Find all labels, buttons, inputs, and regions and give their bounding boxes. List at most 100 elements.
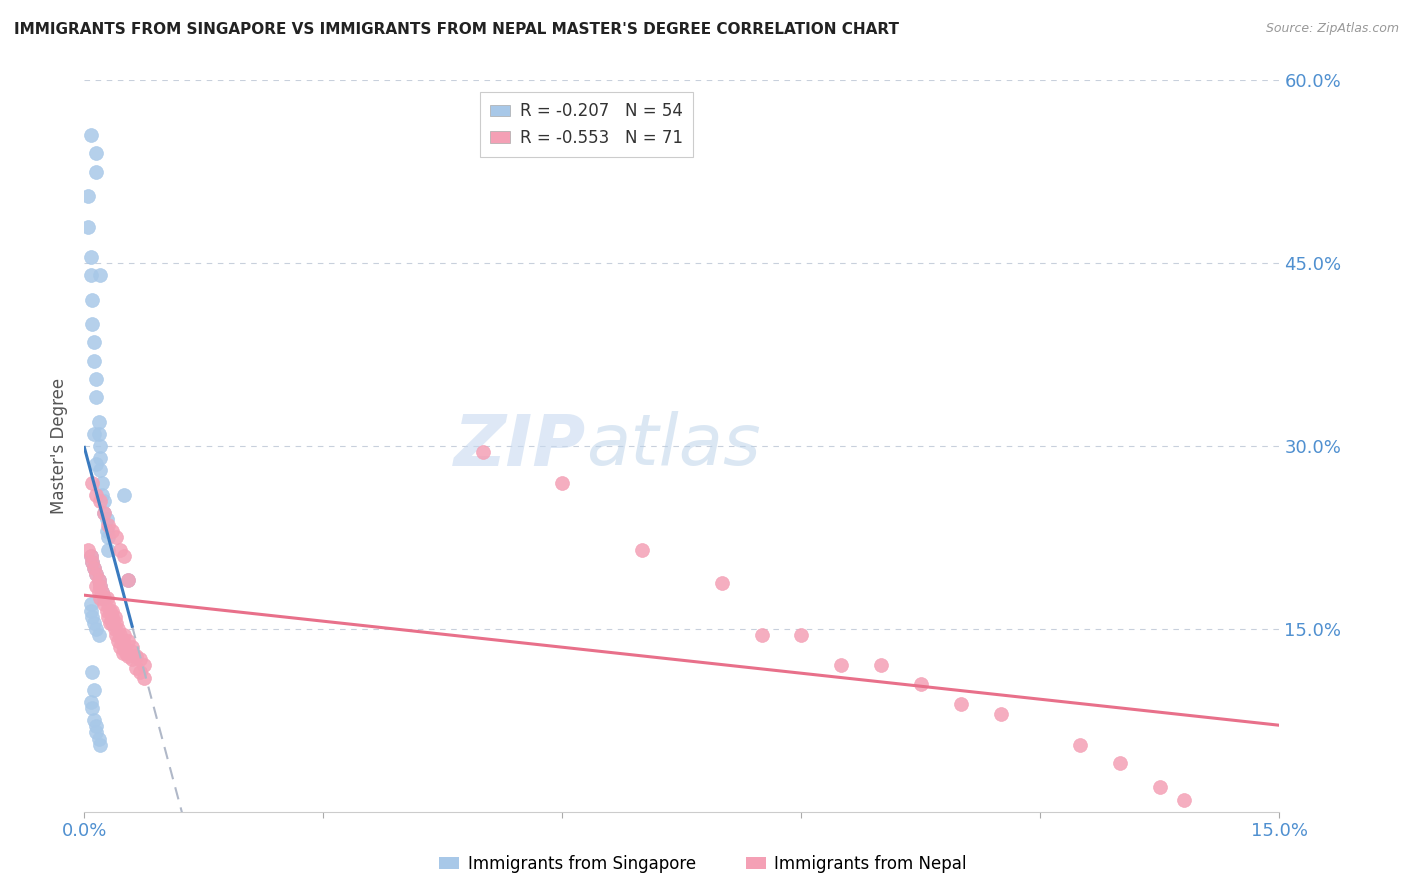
Point (87, 426, 110, 441)
Point (80, 250, 103, 264)
Point (83, 561, 105, 575)
Point (101, 524, 124, 539)
Point (82, 701, 104, 715)
Point (1109, 756, 1132, 770)
Point (551, 475, 574, 490)
Point (77, 542, 100, 557)
Point (120, 644, 142, 658)
Point (82, 609, 104, 624)
Point (97, 530, 120, 544)
Point (98, 603, 121, 617)
Point (83, 682, 105, 697)
Point (97, 518, 120, 533)
Legend: Immigrants from Singapore, Immigrants from Nepal: Immigrants from Singapore, Immigrants fr… (433, 848, 973, 880)
Point (132, 671, 156, 685)
Point (86, 622, 108, 636)
Point (93, 591, 115, 606)
Point (82, 475, 104, 490)
Point (751, 628, 773, 642)
Point (96, 591, 118, 606)
Y-axis label: Master's Degree: Master's Degree (51, 378, 69, 514)
Legend: R = -0.207   N = 54, R = -0.553   N = 71: R = -0.207 N = 54, R = -0.553 N = 71 (479, 92, 693, 157)
Text: atlas: atlas (586, 411, 761, 481)
Point (107, 622, 129, 636)
Point (104, 622, 127, 636)
Point (80, 128, 103, 143)
Point (870, 658, 893, 673)
Point (949, 698, 972, 712)
Point (93, 598, 115, 612)
Point (90, 488, 112, 502)
Point (96, 512, 118, 526)
Point (80, 268, 103, 283)
Point (132, 658, 156, 673)
Point (86, 719, 108, 733)
Point (129, 665, 152, 679)
Point (82, 555, 104, 569)
Point (105, 628, 128, 642)
Point (790, 628, 813, 642)
Point (87, 573, 110, 587)
Point (86, 390, 108, 404)
Point (93, 506, 115, 520)
Point (86, 579, 108, 593)
Point (86, 164, 108, 178)
Point (101, 603, 124, 617)
Point (86, 146, 108, 161)
Point (98, 615, 121, 630)
Point (112, 488, 135, 502)
Point (125, 661, 148, 675)
Point (97, 609, 120, 624)
Point (830, 658, 852, 673)
Point (90, 475, 112, 490)
Point (117, 648, 139, 663)
Point (114, 646, 136, 660)
Point (97, 542, 120, 557)
Point (117, 634, 139, 648)
Point (471, 445, 494, 459)
Point (105, 615, 128, 630)
Text: IMMIGRANTS FROM SINGAPORE VS IMMIGRANTS FROM NEPAL MASTER'S DEGREE CORRELATION C: IMMIGRANTS FROM SINGAPORE VS IMMIGRANTS … (14, 22, 898, 37)
Point (87, 731, 110, 746)
Point (87, 628, 110, 642)
Point (1069, 738, 1091, 752)
Point (121, 640, 143, 655)
Point (82, 555, 104, 569)
Point (86, 567, 108, 582)
Point (83, 426, 105, 441)
Point (82, 317, 104, 331)
Point (110, 542, 132, 557)
Point (77, 219, 100, 234)
Point (105, 530, 128, 544)
Point (104, 609, 127, 624)
Point (87, 585, 110, 599)
Text: Source: ZipAtlas.com: Source: ZipAtlas.com (1265, 22, 1399, 36)
Point (1149, 780, 1171, 795)
Point (107, 634, 129, 648)
Point (93, 591, 115, 606)
Point (80, 549, 103, 563)
Point (117, 573, 139, 587)
Point (89, 451, 111, 466)
Point (89, 738, 111, 752)
Point (86, 488, 108, 502)
Point (82, 293, 104, 307)
Point (90, 585, 112, 599)
Point (80, 603, 103, 617)
Point (89, 463, 111, 477)
Point (82, 665, 104, 679)
Point (89, 268, 111, 283)
Point (87, 415, 110, 429)
Point (111, 634, 134, 648)
Point (990, 707, 1012, 722)
Point (80, 695, 103, 709)
Point (89, 579, 111, 593)
Point (87, 573, 110, 587)
Point (96, 603, 118, 617)
Point (93, 494, 115, 508)
Point (112, 549, 135, 563)
Point (86, 458, 108, 472)
Point (93, 506, 115, 520)
Point (89, 579, 111, 593)
Point (86, 372, 108, 386)
